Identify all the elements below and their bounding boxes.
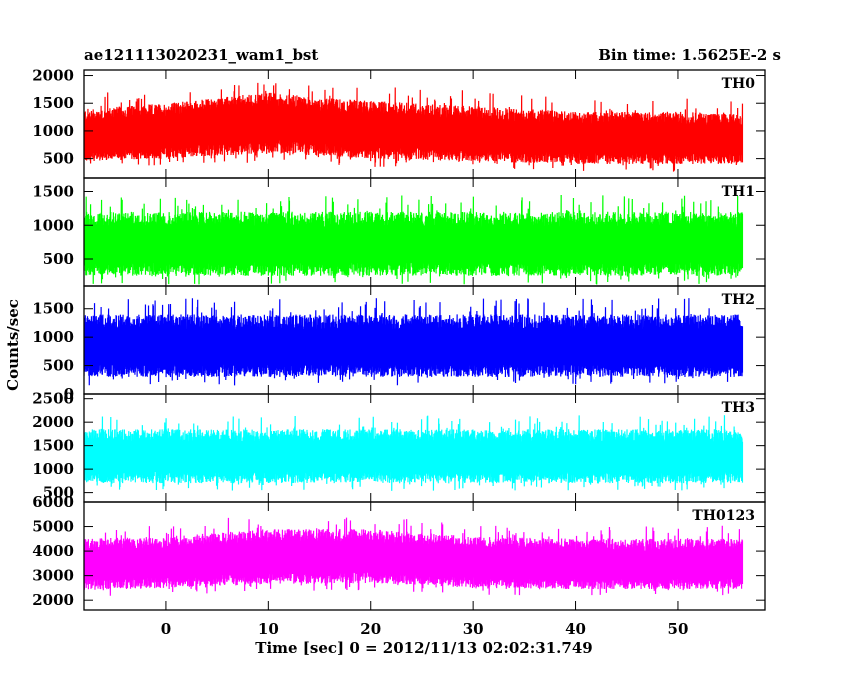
y-axis-title: Counts/sec bbox=[4, 299, 22, 391]
x-tick-label: 50 bbox=[668, 620, 689, 638]
panel-label: TH2 bbox=[722, 292, 755, 308]
panel-label: TH3 bbox=[722, 400, 755, 416]
y-tick-label: 1000 bbox=[32, 460, 74, 478]
y-tick-label: 2500 bbox=[32, 390, 74, 408]
y-tick-label: 1500 bbox=[32, 300, 74, 318]
figure-title: ae121113020231_wam1_bst bbox=[84, 46, 318, 64]
y-tick-label: 500 bbox=[43, 150, 74, 168]
series-th2 bbox=[84, 298, 744, 386]
panel-th1: 500 1000 1500 TH1 bbox=[32, 177, 766, 287]
panel-label: TH1 bbox=[722, 184, 755, 200]
x-tick-label: 10 bbox=[258, 620, 279, 638]
series-th0 bbox=[84, 82, 744, 172]
y-tick-label: 1000 bbox=[32, 216, 74, 234]
series-th1 bbox=[84, 195, 744, 285]
x-tick-label: 30 bbox=[463, 620, 484, 638]
y-tick-label: 1000 bbox=[32, 328, 74, 346]
x-axis: 0 10 20 30 40 50 bbox=[161, 620, 689, 638]
x-axis-title: Time [sec] 0 = 2012/11/13 02:02:31.749 bbox=[255, 639, 592, 657]
series-th3 bbox=[84, 415, 744, 491]
y-tick-label: 1500 bbox=[32, 437, 74, 455]
panel-th2: 0 500 1000 1500 TH2 bbox=[32, 285, 766, 403]
y-tick-label: 1000 bbox=[32, 122, 74, 140]
bin-time-label: Bin time: 1.5625E-2 s bbox=[598, 46, 781, 64]
panel-label: TH0 bbox=[722, 76, 756, 92]
y-tick-label: 3000 bbox=[32, 567, 74, 585]
y-tick-label: 1500 bbox=[32, 183, 74, 201]
x-tick-label: 20 bbox=[360, 620, 381, 638]
panel-th0123: 2000 3000 4000 5000 6000 TH0123 bbox=[32, 493, 766, 611]
y-tick-label: 2000 bbox=[32, 413, 74, 431]
y-tick-label: 4000 bbox=[32, 542, 74, 560]
y-tick-label: 5000 bbox=[32, 518, 74, 536]
panel-th0: 500 1000 1500 2000 TH0 bbox=[32, 67, 766, 179]
y-tick-label: 1500 bbox=[32, 94, 74, 112]
x-tick-label: 0 bbox=[161, 620, 171, 638]
panel-th3: 500 1000 1500 2000 2500 TH3 bbox=[32, 390, 766, 503]
x-tick-label: 40 bbox=[565, 620, 586, 638]
panel-frame bbox=[83, 501, 766, 611]
y-tick-label: 500 bbox=[43, 484, 74, 502]
panels-group: 500 1000 1500 2000 TH0 500 1000 1500 TH1 0 500 1000… bbox=[32, 67, 766, 611]
y-tick-label: 2000 bbox=[32, 591, 74, 609]
y-tick-label: 500 bbox=[43, 357, 74, 375]
panel-label: TH0123 bbox=[692, 508, 755, 524]
y-tick-label: 500 bbox=[43, 250, 74, 268]
series-th0123 bbox=[84, 517, 744, 596]
y-tick-label: 2000 bbox=[32, 67, 74, 85]
y-tick-label: 0 bbox=[64, 385, 74, 403]
y-tick-label: 6000 bbox=[32, 493, 74, 511]
